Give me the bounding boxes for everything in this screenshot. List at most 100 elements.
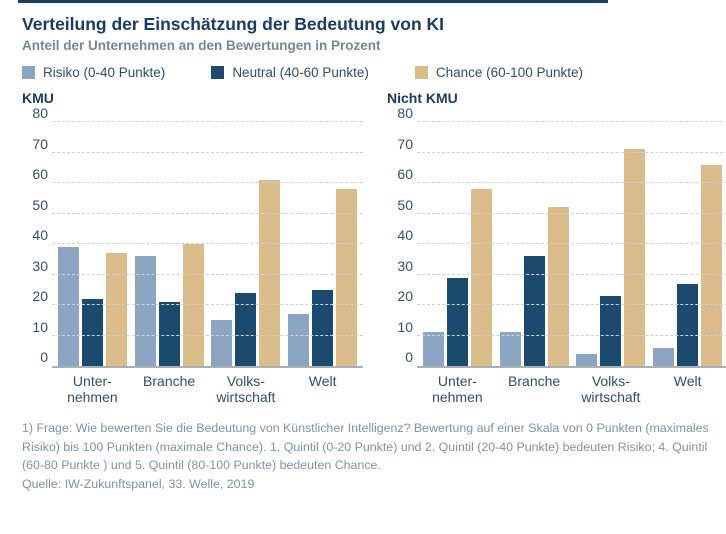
bar-neutral: [677, 283, 699, 366]
bar-groups: [52, 108, 363, 366]
legend-item-chance: Chance (60-100 Punkte): [414, 65, 583, 80]
legend: Risiko (0-40 Punkte) Neutral (40-60 Punk…: [22, 65, 708, 80]
bar-risiko: [499, 332, 521, 366]
bar-neutral: [81, 298, 103, 366]
y-axis: 0 10 20 30 40 50 60 70 80: [387, 105, 417, 366]
bar-chance: [105, 253, 127, 366]
gridline-30: [417, 273, 726, 275]
bar-risiko: [653, 347, 675, 366]
chart-panel-nicht-kmu: Nicht KMU 0 10 20 30 40 50 60 70 80 Unter- nehme…: [387, 90, 726, 405]
x-tick-label: Unter- nehmen: [67, 373, 118, 406]
risiko-swatch-icon: [22, 66, 35, 79]
bar-chance: [259, 179, 281, 366]
bar-groups: [417, 108, 726, 366]
bar-chance: [701, 164, 723, 366]
bar-neutral: [600, 295, 622, 366]
footnote: 1) Frage: Wie bewerten Sie die Bedeutung…: [22, 419, 722, 493]
gridline-60: [417, 182, 726, 183]
page-title: Verteilung der Einschätzung der Bedeutun…: [22, 14, 444, 34]
panel-title-nicht-kmu: Nicht KMU: [387, 90, 458, 106]
y-tick-label-50: 50: [32, 196, 48, 213]
x-axis-labels: Unter- nehmen Branche Volks- wirtschaft Wel…: [52, 368, 363, 405]
chance-swatch-icon: [414, 66, 428, 79]
gridline-50: [52, 212, 363, 214]
y-tick-label-70: 70: [397, 135, 413, 152]
footnote-source: Quelle: IW-Zukunftspanel, 33. Welle, 201…: [22, 477, 255, 492]
gridline-60: [52, 182, 363, 183]
plot-area-kmu: [52, 108, 363, 368]
plot-wrap: 0 10 20 30 40 50 60 70 80: [387, 105, 726, 368]
gridline-10: [52, 334, 363, 336]
gridline-70: [417, 151, 726, 153]
x-tick-label: Welt: [308, 373, 337, 389]
bar-risiko: [422, 332, 444, 366]
bar-risiko: [576, 353, 598, 366]
gridline-50: [417, 212, 726, 214]
y-tick-label-30: 30: [32, 257, 48, 274]
y-axis: 0 10 20 30 40 50 60 70 80: [22, 105, 52, 366]
bar-chance: [182, 244, 204, 366]
bar-chance: [547, 207, 569, 366]
x-tick-label: Volks- wirtschaft: [216, 373, 276, 406]
bar-group-2: [499, 207, 569, 366]
y-tick-label-40: 40: [397, 227, 413, 243]
bar-risiko: [57, 247, 79, 366]
y-tick-label-60: 60: [397, 166, 413, 182]
y-tick-label-70: 70: [32, 135, 48, 152]
charts-row: KMU 0 10 20 30 40 50 60 70 80 Unter- nehmen Branc…: [22, 90, 726, 405]
y-tick-label-50: 50: [397, 196, 413, 213]
bar-chance: [624, 149, 646, 366]
y-tick-label-80: 80: [397, 105, 413, 121]
bar-neutral: [312, 289, 334, 366]
gridline-40: [417, 243, 726, 244]
chart-figure: Verteilung der Einschätzung der Bedeutun…: [22, 14, 726, 493]
y-tick-label-80: 80: [32, 105, 48, 121]
bar-chance: [336, 189, 358, 366]
footnote-note: 1) Frage: Wie bewerten Sie die Bedeutung…: [22, 421, 709, 473]
gridline-20: [417, 304, 726, 305]
y-tick-label-0: 0: [40, 349, 48, 365]
bar-group-4: [288, 189, 358, 366]
legend-item-risiko: Risiko (0-40 Punkte): [22, 65, 165, 80]
bar-risiko: [288, 314, 310, 366]
y-tick-label-10: 10: [32, 318, 48, 335]
bar-risiko: [211, 320, 233, 366]
x-tick-label: Branche: [143, 373, 196, 389]
bar-group-1: [57, 247, 127, 366]
gridline-10: [417, 334, 726, 336]
x-tick-label: Branche: [508, 373, 561, 389]
bar-chance: [470, 189, 492, 366]
legend-item-neutral: Neutral (40-60 Punkte): [211, 65, 369, 80]
neutral-swatch-icon: [211, 66, 225, 79]
y-tick-label-30: 30: [397, 257, 413, 274]
x-tick-label: Welt: [673, 373, 702, 389]
bar-group-4: [653, 164, 723, 366]
plot-wrap: 0 10 20 30 40 50 60 70 80: [22, 105, 363, 368]
gridline-80: [417, 121, 726, 122]
y-tick-label-20: 20: [32, 288, 48, 304]
x-axis-labels: Unter- nehmen Branche Volks- wirtschaft Wel…: [417, 368, 726, 405]
legend-label: Chance (60-100 Punkte): [435, 65, 583, 80]
gridline-70: [52, 151, 363, 153]
y-tick-label-10: 10: [397, 318, 413, 335]
bar-group-2: [134, 244, 204, 366]
legend-label: Risiko (0-40 Punkte): [43, 65, 166, 80]
bar-neutral: [235, 292, 257, 366]
bar-group-3: [211, 179, 281, 366]
bar-neutral: [523, 256, 545, 366]
panel-title-kmu: KMU: [22, 90, 54, 106]
legend-label: Neutral (40-60 Punkte): [232, 65, 369, 80]
gridline-80: [52, 121, 363, 122]
bar-neutral: [158, 301, 180, 366]
page-subtitle: Anteil der Unternehmen an den Bewertunge…: [22, 38, 381, 53]
bar-risiko: [134, 256, 156, 366]
x-tick-label: Volks- wirtschaft: [581, 373, 641, 406]
y-tick-label-60: 60: [32, 166, 48, 182]
gridline-40: [52, 243, 363, 244]
chart-panel-kmu: KMU 0 10 20 30 40 50 60 70 80 Unter- nehmen Branc…: [22, 90, 363, 405]
y-tick-label-20: 20: [397, 288, 413, 304]
top-accent-rule: [18, 0, 608, 3]
bar-group-1: [422, 189, 492, 366]
y-tick-label-40: 40: [32, 227, 48, 243]
bar-group-3: [576, 149, 646, 366]
